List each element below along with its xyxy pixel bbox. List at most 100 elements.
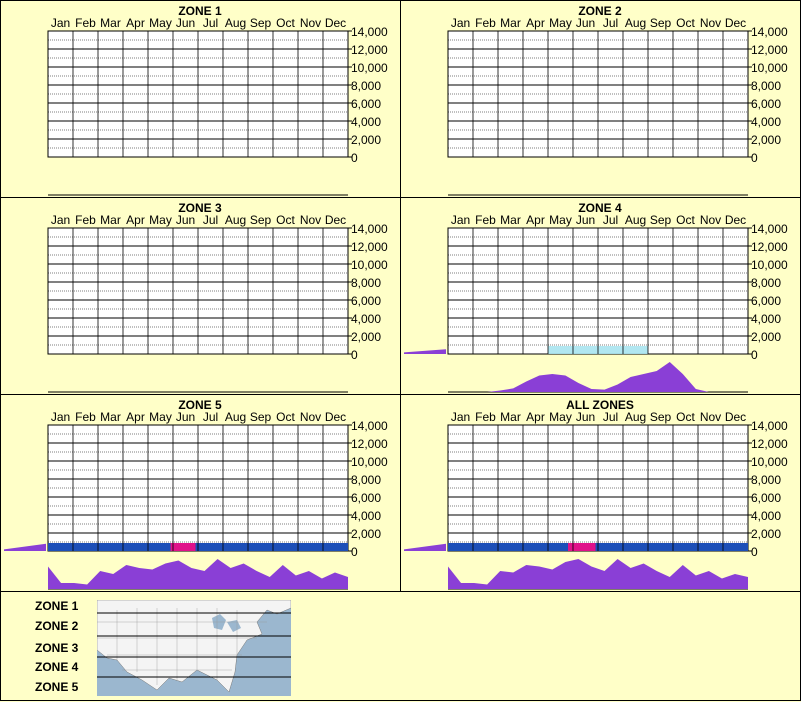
chart-title: ZONE 1: [178, 4, 222, 18]
y-tick-label: 14,000: [351, 419, 388, 433]
y-tick-label: 8,000: [751, 276, 781, 290]
month-label: Sep: [250, 410, 272, 424]
legend-zone-2: ZONE 2: [35, 619, 79, 633]
y-tick-label: 8,000: [351, 276, 381, 290]
month-label: Apr: [126, 213, 145, 227]
y-tick-label: 10,000: [751, 455, 788, 469]
month-label: Dec: [325, 410, 346, 424]
y-tick-label: 0: [351, 348, 358, 362]
month-label: Aug: [225, 16, 246, 30]
month-label: Jul: [603, 410, 618, 424]
y-tick-label: 10,000: [351, 258, 388, 272]
month-label: Jan: [51, 410, 70, 424]
month-label: Jun: [176, 16, 195, 30]
y-tick-label: 6,000: [751, 491, 781, 505]
heat-band: [170, 543, 196, 551]
legend-zone-1: ZONE 1: [35, 599, 79, 613]
chart-zone-1: ZONE 1 Jan Feb Mar Apr May Jun Jul Aug Sep Oct Nov D…: [47, 4, 388, 196]
month-label: Sep: [250, 16, 272, 30]
panel-zone-4: ZONE 4 Jan Feb Mar Apr May Jun Jul Aug Sep Oct Nov D…: [401, 198, 801, 395]
y-tick-label: 12,000: [751, 43, 788, 57]
panel-all-zones: ALL ZONES Jan Feb Mar Apr May Jun Jul Aug Sep Oct N…: [401, 395, 801, 592]
month-label: Jan: [51, 213, 70, 227]
month-label: Oct: [676, 410, 695, 424]
month-label: Nov: [700, 213, 721, 227]
y-tick-label: 14,000: [351, 222, 388, 236]
month-label: Jul: [203, 410, 218, 424]
month-label: Feb: [75, 213, 96, 227]
chart-title: ZONE 2: [578, 4, 622, 18]
chart-title: ZONE 3: [178, 201, 222, 215]
month-label: Jun: [576, 213, 595, 227]
month-label: Aug: [625, 16, 646, 30]
usa-map-image: [97, 600, 291, 696]
y-tick-label: 4,000: [351, 509, 381, 523]
chart-title: ZONE 4: [578, 201, 622, 215]
legend-zone-3: ZONE 3: [35, 641, 79, 655]
month-label: Jun: [576, 410, 595, 424]
y-tick-label: 14,000: [351, 25, 388, 39]
month-label: Jul: [203, 213, 218, 227]
y-tick-label: 14,000: [751, 419, 788, 433]
y-tick-label: 0: [751, 545, 758, 559]
y-tick-label: 4,000: [351, 115, 381, 129]
month-label: May: [549, 16, 572, 30]
y-tick-label: 0: [751, 151, 758, 165]
month-label: Dec: [325, 213, 346, 227]
month-label: Aug: [625, 213, 646, 227]
y-tick-label: 6,000: [751, 294, 781, 308]
y-tick-label: 0: [751, 348, 758, 362]
month-label: Nov: [300, 213, 321, 227]
month-label: Mar: [100, 213, 121, 227]
y-tick-label: 10,000: [351, 455, 388, 469]
histogram-area: [448, 362, 748, 392]
month-label: Dec: [725, 213, 746, 227]
month-label: Sep: [650, 16, 672, 30]
month-label: Sep: [650, 213, 672, 227]
month-label: Mar: [500, 213, 521, 227]
heat-band: [568, 543, 596, 551]
month-label: Nov: [700, 16, 721, 30]
month-label: May: [549, 410, 572, 424]
chart-zone-3: ZONE 3 Jan Feb Mar Apr May Jun Jul Aug Sep Oct Nov D…: [47, 201, 388, 393]
month-label: Feb: [475, 213, 496, 227]
month-label: Jun: [176, 213, 195, 227]
y-tick-label: 12,000: [751, 240, 788, 254]
y-tick-label: 2,000: [351, 330, 381, 344]
month-label: Apr: [526, 410, 545, 424]
y-tick-label: 10,000: [751, 258, 788, 272]
month-label: Feb: [75, 16, 96, 30]
y-tick-label: 14,000: [751, 222, 788, 236]
month-label: Feb: [75, 410, 96, 424]
y-tick-label: 6,000: [751, 97, 781, 111]
month-label: Jun: [176, 410, 195, 424]
y-tick-label: 12,000: [351, 43, 388, 57]
y-tick-label: 8,000: [351, 79, 381, 93]
y-tick-label: 2,000: [751, 330, 781, 344]
month-label: Sep: [250, 213, 272, 227]
panel-zone-1: ZONE 1 Jan Feb Mar Apr May Jun Jul Aug Sep Oct Nov D…: [1, 1, 401, 198]
month-label: Dec: [725, 16, 746, 30]
chart-title: ZONE 5: [178, 398, 222, 412]
month-label: Aug: [225, 410, 246, 424]
y-tick-label: 10,000: [751, 61, 788, 75]
y-tick-label: 6,000: [351, 97, 381, 111]
month-label: Dec: [725, 410, 746, 424]
zone-map: [97, 600, 291, 696]
month-label: Sep: [650, 410, 672, 424]
y-tick-label: 8,000: [351, 473, 381, 487]
month-label: Aug: [225, 213, 246, 227]
month-label: May: [149, 213, 172, 227]
month-label: Jul: [603, 16, 618, 30]
elevation-profile: [404, 349, 446, 354]
month-label: Mar: [500, 410, 521, 424]
month-label: Jan: [451, 16, 470, 30]
chart-zone-5: ZONE 5 Jan Feb Mar Apr May Jun Jul Aug Sep Oct Nov D…: [4, 398, 388, 590]
chart-all-zones: ALL ZONES Jan Feb Mar Apr May Jun Jul Aug Sep Oct N…: [404, 398, 788, 590]
y-tick-label: 4,000: [751, 115, 781, 129]
month-label: Jan: [451, 213, 470, 227]
month-label: Oct: [676, 16, 695, 30]
legend-zone-5: ZONE 5: [35, 680, 79, 694]
y-tick-label: 8,000: [751, 473, 781, 487]
